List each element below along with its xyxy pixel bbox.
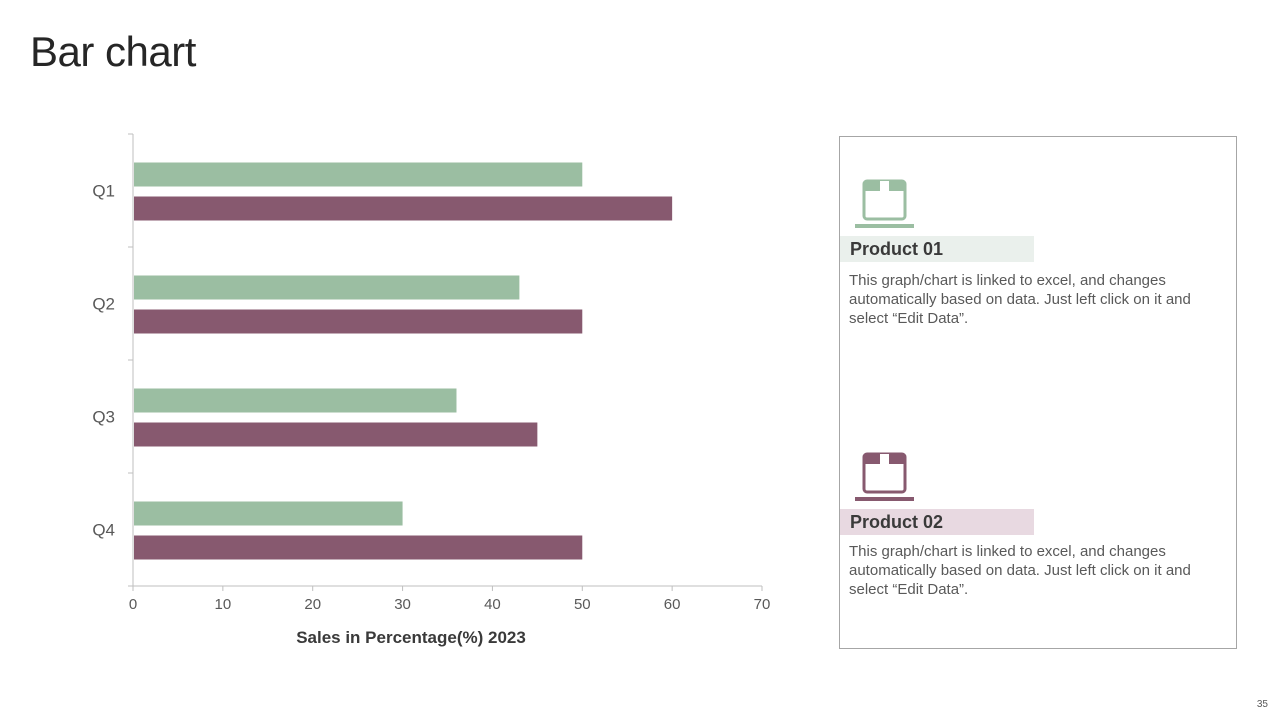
product-02-title: Product 02 <box>840 509 1034 535</box>
category-label: Q4 <box>92 521 115 540</box>
x-axis-title: Sales in Percentage(%) 2023 <box>296 628 526 647</box>
product-01-description: This graph/chart is linked to excel, and… <box>849 272 1191 327</box>
bar-product-02-q3 <box>134 422 538 447</box>
bar-product-01-q1 <box>134 162 583 187</box>
x-tick-label: 70 <box>754 596 771 613</box>
legend-panel <box>839 136 1237 649</box>
bar-product-02-q2 <box>134 309 583 334</box>
product-01-title: Product 01 <box>840 236 1034 262</box>
x-tick-label: 20 <box>304 596 321 613</box>
x-tick-label: 50 <box>574 596 591 613</box>
slide-title: Bar chart <box>30 28 196 75</box>
bar-product-01-q3 <box>134 388 457 413</box>
x-tick-label: 40 <box>484 596 501 613</box>
x-tick-label: 10 <box>215 596 232 613</box>
bar-product-01-q2 <box>134 275 520 300</box>
bar-product-02-q1 <box>134 196 673 221</box>
category-label: Q3 <box>92 408 115 427</box>
bar-product-01-q4 <box>134 501 403 526</box>
product-02-description: This graph/chart is linked to excel, and… <box>849 543 1191 598</box>
x-tick-label: 60 <box>664 596 681 613</box>
bar-product-02-q4 <box>134 535 583 560</box>
box-icon <box>855 452 914 501</box>
box-icon <box>855 179 914 228</box>
x-tick-label: 30 <box>394 596 411 613</box>
x-tick-label: 0 <box>129 596 137 613</box>
page-number: 35 <box>1256 699 1268 710</box>
category-label: Q1 <box>92 182 115 201</box>
bar-chart: 0 10 20 30 40 50 60 70 Q1 Q2 Q3 Q4 Sales in Percenta… <box>92 133 771 647</box>
category-label: Q2 <box>92 295 115 314</box>
